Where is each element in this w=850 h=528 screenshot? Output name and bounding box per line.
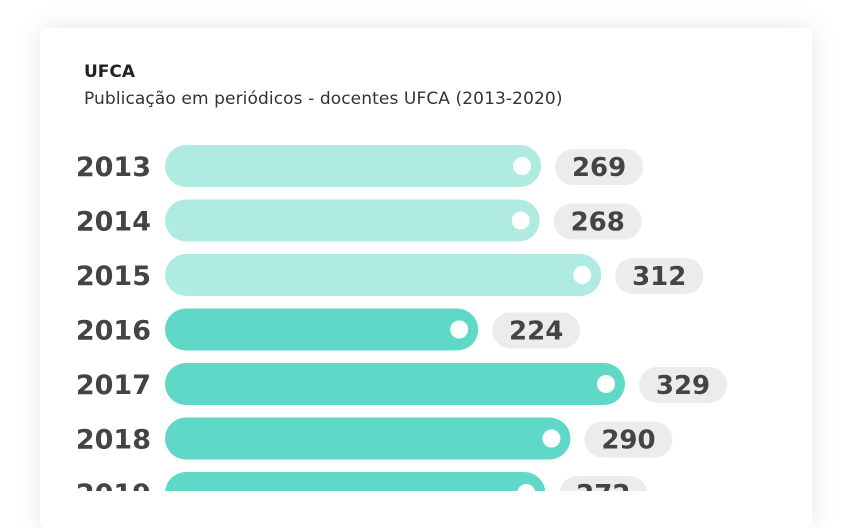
year-label: 2016	[76, 316, 151, 347]
value-label: 312	[632, 262, 686, 292]
bar-end-dot	[513, 157, 532, 175]
year-label: 2014	[76, 207, 151, 238]
chart-subtitle: Publicação em periódicos - docentes UFCA…	[84, 89, 563, 109]
bar-end-dot	[450, 320, 469, 339]
year-label: 2018	[76, 425, 151, 456]
value-pill	[553, 203, 642, 240]
value-label: 269	[572, 153, 626, 183]
bar-end-dot	[517, 484, 536, 491]
bar-end-dot	[542, 429, 561, 448]
bar-end-dot	[511, 211, 530, 230]
bar	[165, 145, 542, 187]
bar	[165, 199, 540, 242]
bar-end-dot	[573, 266, 592, 284]
bar	[165, 363, 625, 405]
bar	[165, 472, 546, 491]
bar	[165, 254, 602, 296]
value-label: 329	[656, 371, 710, 401]
value-pill	[615, 258, 704, 294]
bar	[165, 308, 479, 351]
value-label: 268	[571, 208, 625, 238]
year-label: 2015	[76, 261, 151, 292]
bar-chart: 2013 269 2014 268 2015 312 2016 224 2017 329 2018 2…	[76, 145, 727, 491]
value-label: 290	[601, 426, 655, 456]
value-pill	[639, 367, 727, 403]
value-pill	[559, 476, 648, 491]
year-label: 2013	[76, 152, 151, 183]
year-label: 2017	[76, 370, 151, 401]
chart-title: UFCA	[84, 62, 136, 82]
bar-end-dot	[597, 375, 615, 393]
value-label: 272	[576, 480, 630, 491]
year-label: 2019	[76, 479, 151, 491]
value-pill	[584, 421, 673, 458]
value-label: 224	[509, 317, 563, 347]
value-pill	[492, 312, 581, 349]
value-pill	[555, 149, 644, 185]
bar	[165, 417, 571, 460]
